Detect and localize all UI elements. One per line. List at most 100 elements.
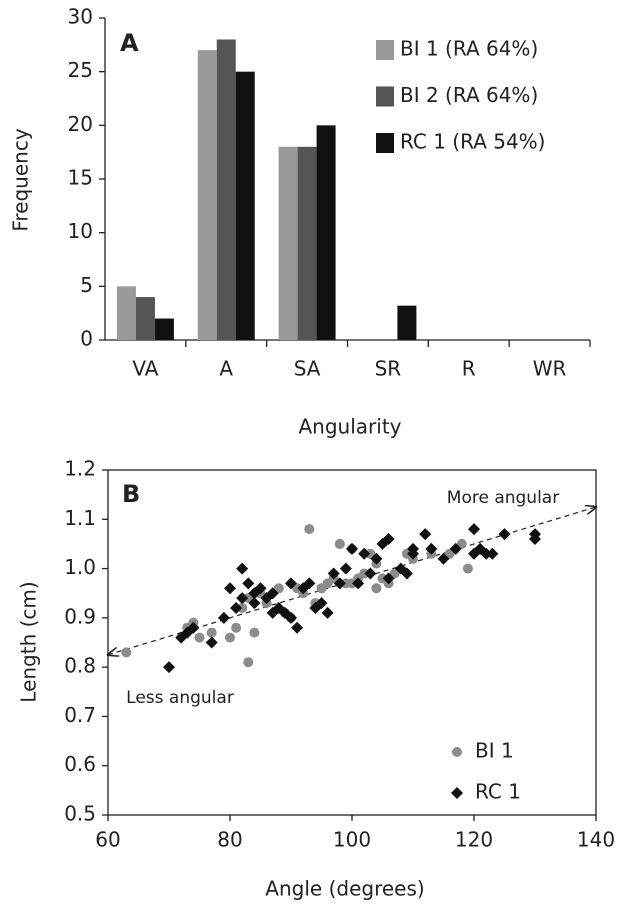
y-tick-label: 20 xyxy=(68,112,93,136)
point xyxy=(249,627,260,638)
point xyxy=(231,622,242,633)
point xyxy=(371,583,382,594)
x-tick-label: 100 xyxy=(333,828,371,852)
y-tick-label: 0.6 xyxy=(64,752,96,776)
bar xyxy=(235,71,255,341)
bar xyxy=(297,146,317,340)
point xyxy=(382,533,395,545)
bar xyxy=(154,318,174,340)
y-axis-label: Length (cm) xyxy=(17,581,41,702)
legend-swatch xyxy=(376,86,394,107)
x-axis-label: Angle (degrees) xyxy=(265,877,424,901)
point xyxy=(382,572,395,585)
point xyxy=(468,523,480,536)
panel-label: B xyxy=(122,480,140,508)
x-tick-label: WR xyxy=(533,357,567,381)
point xyxy=(339,562,352,575)
point xyxy=(389,568,400,579)
x-tick-label: 60 xyxy=(95,828,120,852)
point xyxy=(194,632,205,643)
x-axis-label: Angularity xyxy=(299,415,402,439)
point xyxy=(285,611,297,624)
y-tick-label: 1.2 xyxy=(64,457,96,481)
x-tick-label: SA xyxy=(294,357,321,381)
point xyxy=(321,606,334,619)
bar xyxy=(278,146,298,340)
point xyxy=(346,542,358,555)
point xyxy=(303,577,316,590)
point xyxy=(370,552,383,565)
point xyxy=(224,582,236,595)
point xyxy=(425,542,438,555)
y-axis-label: Frequency xyxy=(9,128,33,231)
point xyxy=(437,552,450,565)
point xyxy=(462,563,473,574)
annotation: More angular xyxy=(447,488,559,508)
point xyxy=(444,548,455,559)
point xyxy=(230,602,243,614)
point xyxy=(206,627,217,638)
point xyxy=(225,632,235,643)
y-tick-label: 0.9 xyxy=(64,604,96,628)
y-tick-label: 25 xyxy=(68,58,93,82)
y-tick-label: 15 xyxy=(68,166,93,190)
x-tick-label: 140 xyxy=(577,828,615,852)
legend-label: BI 1 (RA 64%) xyxy=(400,37,538,61)
point xyxy=(498,528,511,541)
y-tick-label: 0.5 xyxy=(64,802,96,826)
point xyxy=(400,567,413,580)
point xyxy=(480,547,493,560)
legend-swatch xyxy=(376,40,394,60)
point xyxy=(358,547,371,560)
point xyxy=(285,577,297,590)
bar xyxy=(216,39,236,340)
x-tick-label: 120 xyxy=(455,828,493,852)
point xyxy=(187,621,200,634)
point xyxy=(242,577,255,590)
panel-label: A xyxy=(120,29,139,57)
y-tick-label: 5 xyxy=(80,273,93,297)
point xyxy=(407,547,419,560)
bar xyxy=(116,286,136,340)
point xyxy=(304,524,315,535)
y-tick-label: 0.7 xyxy=(64,703,96,727)
y-tick-label: 0 xyxy=(80,327,93,351)
legend-label: BI 1 xyxy=(475,739,514,763)
point xyxy=(266,587,279,600)
x-tick-label: SR xyxy=(375,357,402,381)
legend-marker xyxy=(451,787,463,799)
point xyxy=(236,562,249,575)
x-tick-label: R xyxy=(462,357,476,381)
point xyxy=(449,542,462,555)
point xyxy=(254,582,267,595)
point xyxy=(315,597,328,610)
point xyxy=(236,592,249,605)
point xyxy=(365,548,376,559)
legend-swatch xyxy=(376,133,394,153)
point xyxy=(327,567,340,580)
x-tick-label: 80 xyxy=(217,828,242,852)
y-tick-label: 10 xyxy=(68,219,93,243)
point xyxy=(291,621,304,634)
y-tick-label: 1.1 xyxy=(64,506,96,530)
point xyxy=(333,577,346,590)
bar xyxy=(316,125,336,340)
point xyxy=(243,657,254,668)
point xyxy=(359,568,370,579)
y-tick-label: 1.0 xyxy=(64,555,96,579)
bar xyxy=(135,297,155,340)
point xyxy=(486,547,499,560)
point xyxy=(163,661,175,674)
point xyxy=(419,528,432,541)
point xyxy=(248,597,261,610)
annotation: Less angular xyxy=(126,688,234,708)
point xyxy=(237,603,248,613)
bar xyxy=(197,50,217,340)
legend-label: RC 1 xyxy=(475,780,521,804)
y-tick-label: 0.8 xyxy=(64,654,96,678)
y-tick-label: 30 xyxy=(68,5,93,29)
point xyxy=(217,611,230,624)
point xyxy=(334,538,345,549)
